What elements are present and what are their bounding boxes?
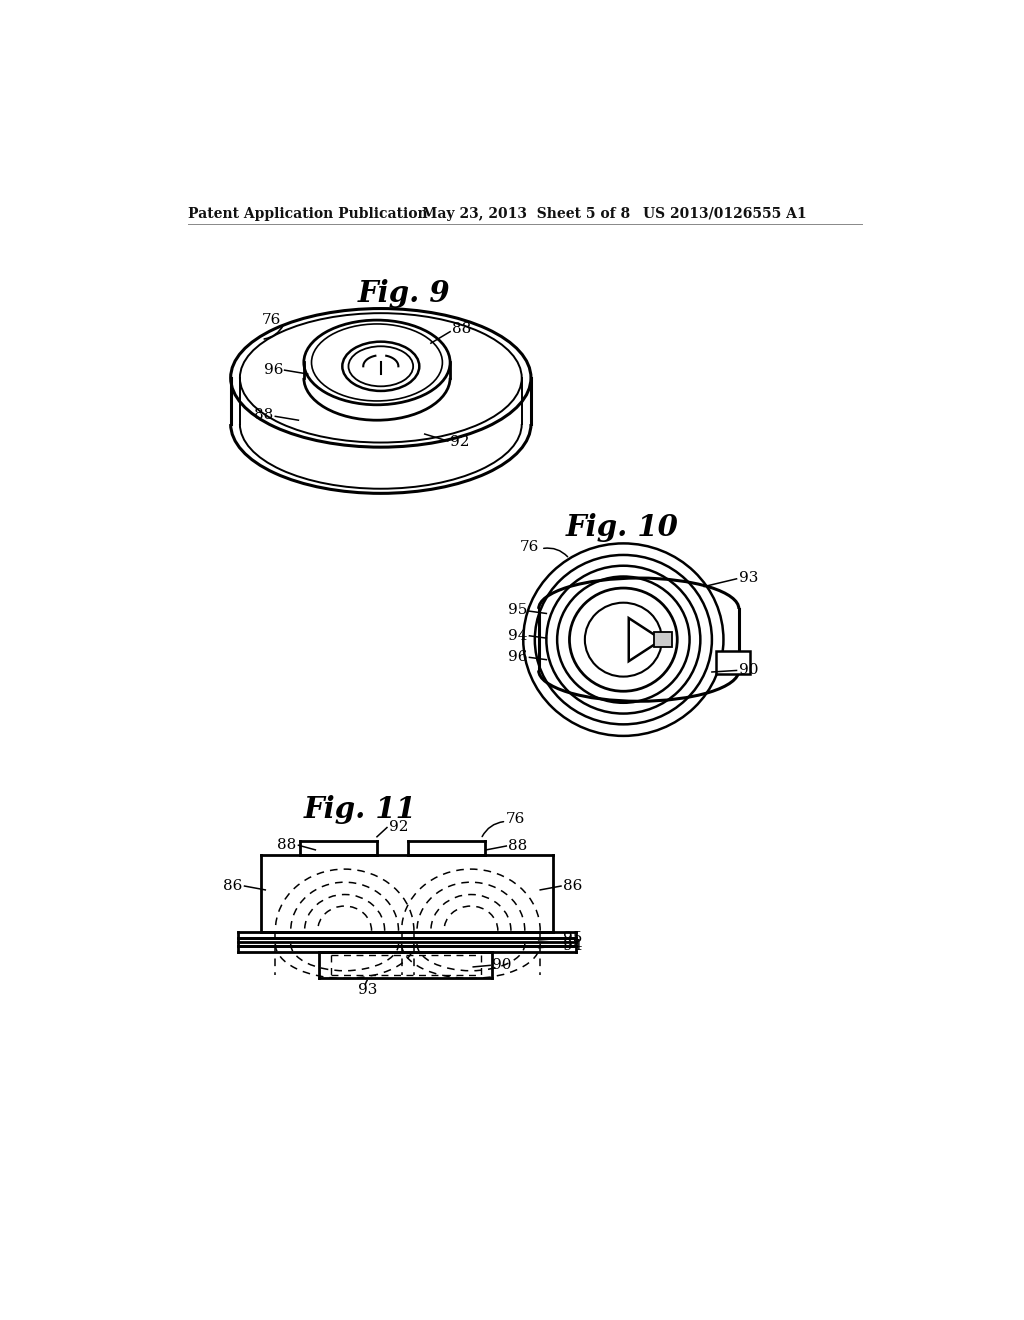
- Text: 88: 88: [276, 838, 296, 853]
- Text: 95: 95: [563, 932, 583, 945]
- Text: 88: 88: [508, 840, 527, 853]
- Text: 93: 93: [739, 572, 758, 585]
- Text: 96: 96: [508, 651, 527, 664]
- Text: 76: 76: [261, 313, 281, 327]
- Text: Fig. 10: Fig. 10: [565, 513, 679, 543]
- Text: 86: 86: [223, 879, 243, 894]
- Text: 88: 88: [254, 408, 273, 422]
- Text: 76: 76: [506, 812, 525, 826]
- Text: 90: 90: [493, 958, 512, 973]
- Text: Fig. 9: Fig. 9: [357, 279, 451, 308]
- Text: Fig. 11: Fig. 11: [304, 795, 417, 824]
- Text: 95: 95: [508, 603, 527, 618]
- Polygon shape: [654, 632, 672, 647]
- Text: Patent Application Publication: Patent Application Publication: [188, 207, 428, 220]
- Polygon shape: [716, 651, 751, 675]
- Text: 88: 88: [453, 322, 472, 337]
- Text: 93: 93: [357, 983, 377, 997]
- Text: 92: 92: [388, 820, 408, 834]
- Text: 94: 94: [508, 628, 527, 643]
- Text: 92: 92: [451, 434, 470, 449]
- Text: 96: 96: [263, 363, 283, 378]
- Text: US 2013/0126555 A1: US 2013/0126555 A1: [643, 207, 806, 220]
- Text: 90: 90: [739, 664, 759, 677]
- Text: 86: 86: [563, 879, 583, 894]
- Text: 76: 76: [519, 540, 539, 554]
- Text: 94: 94: [563, 939, 583, 953]
- Text: May 23, 2013  Sheet 5 of 8: May 23, 2013 Sheet 5 of 8: [422, 207, 630, 220]
